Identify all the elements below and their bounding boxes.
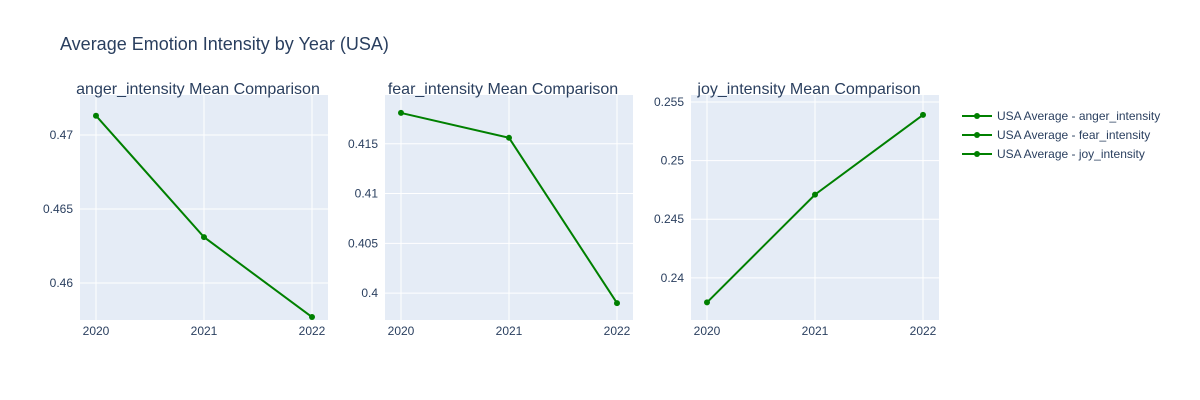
x-tick-label: 2021	[496, 324, 523, 338]
subplot-title: joy_intensity Mean Comparison	[696, 81, 920, 98]
legend[interactable]: USA Average - anger_intensity USA Average…	[962, 109, 1160, 161]
data-point[interactable]	[398, 109, 404, 116]
legend-item[interactable]: USA Average - joy_intensity	[962, 147, 1145, 161]
y-tick-label: 0.245	[654, 212, 684, 226]
legend-marker	[974, 151, 980, 157]
x-tick-label: 2020	[388, 324, 415, 338]
data-point[interactable]	[93, 112, 99, 119]
y-tick-label: 0.415	[348, 137, 378, 151]
x-tick-label: 2020	[694, 324, 721, 338]
subplot-title: anger_intensity Mean Comparison	[76, 81, 320, 98]
x-tick-label: 2021	[802, 324, 829, 338]
legend-item[interactable]: USA Average - anger_intensity	[962, 109, 1160, 123]
x-tick-label: 2020	[83, 324, 110, 338]
legend-item[interactable]: USA Average - fear_intensity	[962, 128, 1150, 142]
y-tick-label: 0.24	[661, 271, 685, 285]
y-tick-label: 0.255	[654, 95, 684, 109]
y-tick-label: 0.46	[50, 276, 74, 290]
y-tick-label: 0.465	[43, 202, 73, 216]
data-point[interactable]	[812, 191, 818, 198]
subplot-title: fear_intensity Mean Comparison	[388, 81, 618, 98]
x-tick-label: 2022	[910, 324, 937, 338]
legend-label: USA Average - fear_intensity	[997, 128, 1150, 142]
legend-marker	[974, 132, 980, 138]
data-point[interactable]	[704, 299, 710, 306]
y-tick-label: 0.47	[50, 128, 74, 142]
subplot-1: 0.46 0.465 0.47 2020 2021 2022 anger_intensity…	[43, 81, 328, 338]
chart-title: Average Emotion Intensity by Year (USA)	[60, 34, 389, 54]
data-point[interactable]	[201, 234, 207, 241]
y-tick-label: 0.25	[661, 154, 685, 168]
y-tick-label: 0.405	[348, 236, 378, 250]
x-tick-label: 2022	[299, 324, 326, 338]
subplots: 0.46 0.465 0.47 2020 2021 2022 anger_intensity…	[43, 81, 939, 338]
data-point[interactable]	[614, 300, 620, 307]
subplot-3: 0.24 0.245 0.25 0.255 2020 2021 2022 joy_intens…	[654, 81, 939, 338]
legend-marker	[974, 113, 980, 119]
x-tick-label: 2021	[191, 324, 218, 338]
subplot-2: 0.4 0.405 0.41 0.415 2020 2021 2022 fear_intens…	[348, 81, 633, 338]
y-tick-label: 0.4	[361, 286, 378, 300]
y-tick-label: 0.41	[355, 187, 379, 201]
x-tick-label: 2022	[604, 324, 631, 338]
legend-label: USA Average - anger_intensity	[997, 109, 1160, 123]
data-point[interactable]	[309, 314, 315, 321]
data-point[interactable]	[920, 111, 926, 118]
data-point[interactable]	[506, 134, 512, 141]
legend-label: USA Average - joy_intensity	[997, 147, 1145, 161]
